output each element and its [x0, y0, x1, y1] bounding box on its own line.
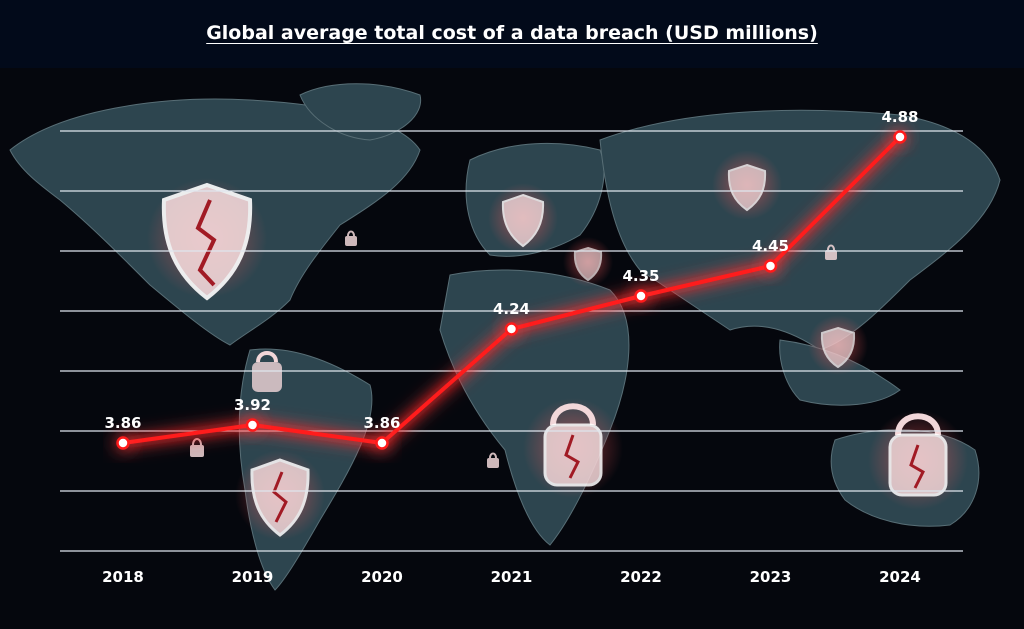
- lock-icon: [252, 351, 282, 392]
- data-point: [504, 322, 519, 336]
- data-label: 4.45: [752, 237, 789, 255]
- x-tick-label: 2019: [232, 568, 274, 586]
- x-tick-label: 2023: [750, 568, 792, 586]
- data-point: [116, 436, 130, 450]
- x-tick-label: 2020: [361, 568, 403, 586]
- security-icons: [147, 150, 968, 540]
- data-point: [893, 130, 907, 144]
- lock-icon: [523, 398, 623, 498]
- data-point: [375, 436, 389, 450]
- data-label: 4.35: [622, 267, 659, 285]
- data-label: 3.86: [363, 414, 400, 432]
- data-label: 4.24: [493, 300, 530, 318]
- shield-icon: [808, 315, 868, 375]
- data-point: [245, 418, 260, 432]
- x-tick-label: 2021: [491, 568, 533, 586]
- data-label: 3.86: [104, 414, 141, 432]
- data-point: [634, 289, 648, 303]
- shield-icon: [147, 178, 267, 301]
- x-axis-tick-labels: 2018 2019 2020 2021 2022 2023 2024: [102, 568, 921, 586]
- x-tick-label: 2022: [620, 568, 662, 586]
- greenland-shape: [299, 83, 422, 141]
- data-labels: 3.86 3.92 3.86 4.24 4.35 4.45 4.88: [104, 108, 918, 432]
- data-markers: [113, 127, 910, 453]
- shield-icon: [563, 237, 613, 287]
- x-tick-label: 2024: [879, 568, 921, 586]
- shield-icon: [235, 450, 325, 540]
- chart-title: Global average total cost of a data brea…: [206, 22, 818, 44]
- shield-icon: [488, 183, 558, 253]
- data-label: 4.88: [881, 108, 918, 126]
- lock-icon: [868, 410, 968, 510]
- shield-icon: [712, 150, 782, 220]
- data-point: [763, 259, 778, 273]
- title-bar: [0, 0, 1024, 68]
- x-tick-label: 2018: [102, 568, 144, 586]
- lock-icon: [190, 230, 837, 468]
- data-label: 3.92: [234, 396, 271, 414]
